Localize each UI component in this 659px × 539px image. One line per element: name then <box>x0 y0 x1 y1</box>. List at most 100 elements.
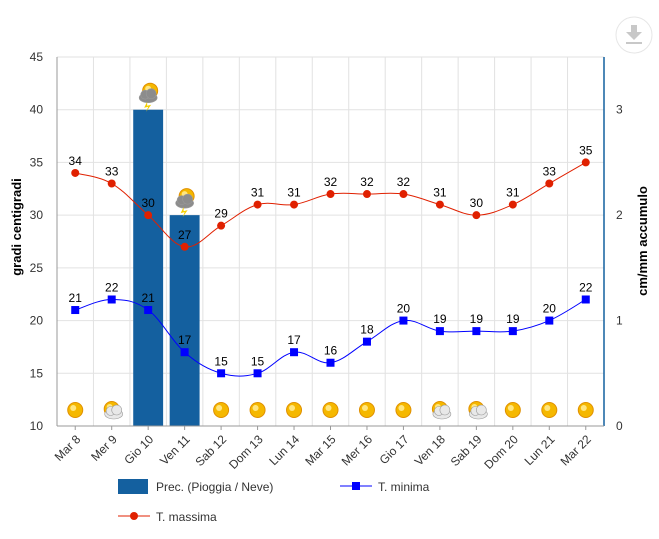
point-tmax <box>508 200 517 209</box>
y-left-tick-label: 25 <box>30 261 44 275</box>
point-tmin <box>435 327 444 336</box>
y-left-tick-label: 35 <box>30 155 44 169</box>
data-label-tmax: 31 <box>433 186 447 200</box>
y-left-tick-label: 30 <box>30 208 44 222</box>
point-tmax <box>180 242 189 251</box>
point-tmax <box>362 190 371 199</box>
y-right-tick-label: 2 <box>616 208 623 222</box>
data-label-tmax: 30 <box>141 196 155 210</box>
point-tmin <box>472 327 481 336</box>
point-tmax <box>399 190 408 199</box>
data-label-tmin: 22 <box>105 280 119 294</box>
data-label-tmax: 32 <box>324 175 338 189</box>
y-right-tick-label: 1 <box>616 314 623 328</box>
sun-icon <box>577 402 594 418</box>
sun-cloud-icon <box>103 401 123 420</box>
data-label-tmax: 33 <box>105 165 119 179</box>
data-label-tmax: 32 <box>360 175 374 189</box>
sun-icon <box>358 402 375 418</box>
data-label-tmax: 31 <box>287 186 301 200</box>
point-tmax <box>107 179 116 188</box>
download-button[interactable] <box>615 16 653 54</box>
point-tmax <box>144 211 153 220</box>
legend-label-tmax: T. massima <box>156 510 217 524</box>
point-tmin <box>180 348 189 357</box>
data-label-tmin: 19 <box>506 312 520 326</box>
y-axis-right-title: cm/mm accumulo <box>635 186 650 296</box>
point-tmin <box>71 306 80 315</box>
data-label-tmin: 17 <box>178 333 192 347</box>
data-label-tmax: 27 <box>178 228 192 242</box>
point-tmax <box>253 200 262 209</box>
point-tmin <box>545 316 554 325</box>
data-label-tmax: 33 <box>543 165 557 179</box>
point-tmax <box>290 200 299 209</box>
point-tmin <box>362 337 371 346</box>
sun-icon <box>213 402 230 418</box>
legend-marker-tmax <box>130 512 138 520</box>
point-tmax <box>71 168 80 177</box>
point-tmin <box>107 295 116 304</box>
point-tmin <box>581 295 590 304</box>
data-label-tmin: 21 <box>141 291 155 305</box>
y-left-tick-label: 45 <box>30 50 44 64</box>
legend-label-precipitation: Prec. (Pioggia / Neve) <box>156 480 273 494</box>
download-icon <box>626 25 642 44</box>
point-tmax <box>545 179 554 188</box>
point-tmin <box>253 369 262 378</box>
point-tmax <box>326 190 335 199</box>
point-tmin <box>508 327 517 336</box>
data-label-tmin: 15 <box>251 354 265 368</box>
point-tmax <box>217 221 226 230</box>
data-label-tmax: 35 <box>579 143 593 157</box>
legend: Prec. (Pioggia / Neve) T. minima T. mass… <box>118 479 430 524</box>
y-right-tick-label: 3 <box>616 103 623 117</box>
y-left-tick-label: 40 <box>30 103 44 117</box>
data-label-tmin: 15 <box>214 354 228 368</box>
data-label-tmin: 17 <box>287 333 301 347</box>
sun-cloud-icon <box>431 401 452 420</box>
data-label-tmin: 19 <box>470 312 484 326</box>
weather-icons <box>67 82 594 420</box>
y-left-tick-label: 15 <box>30 366 44 380</box>
sun-cloud-icon <box>468 401 488 420</box>
sun-icon <box>541 402 558 418</box>
point-tmin <box>144 306 153 315</box>
y-axis-left-title: gradi centigradi <box>9 178 24 276</box>
y-left-tick-label: 20 <box>30 314 44 328</box>
point-tmax <box>435 200 444 209</box>
point-tmax <box>581 158 590 167</box>
data-label-tmin: 21 <box>69 291 83 305</box>
data-label-tmax: 30 <box>470 196 484 210</box>
point-tmin <box>290 348 299 357</box>
data-label-tmin: 20 <box>543 302 557 316</box>
temperature-lines: 34 33 30 27 29 31 31 32 32 32 31 30 31 33 35 21 22 21 17 15… <box>69 143 593 378</box>
sun-icon <box>286 402 303 418</box>
precipitation-bar <box>133 109 164 426</box>
data-label-tmax: 31 <box>506 186 520 200</box>
data-label-tmax: 31 <box>251 186 265 200</box>
sun-icon <box>504 402 521 418</box>
legend-label-tmin: T. minima <box>378 480 430 494</box>
data-label-tmin: 19 <box>433 312 447 326</box>
precipitation-bars <box>133 109 200 426</box>
point-tmin <box>217 369 226 378</box>
point-tmax <box>472 211 481 220</box>
storm-cloud-icon <box>138 82 159 112</box>
y-right-tick-label: 0 <box>616 419 623 433</box>
data-label-tmin: 18 <box>360 323 374 337</box>
sun-icon <box>395 402 412 418</box>
data-label-tmax: 29 <box>214 207 228 221</box>
sun-icon <box>249 402 266 418</box>
point-tmin <box>326 358 335 367</box>
sun-icon <box>67 402 84 418</box>
data-label-tmin: 20 <box>397 302 411 316</box>
data-label-tmax: 32 <box>397 175 411 189</box>
storm-cloud-icon <box>175 188 195 218</box>
legend-marker-tmin <box>352 482 360 490</box>
y-left-tick-label: 10 <box>30 419 44 433</box>
point-tmin <box>399 316 408 325</box>
data-label-tmin: 16 <box>324 344 338 358</box>
sun-icon <box>322 402 339 418</box>
